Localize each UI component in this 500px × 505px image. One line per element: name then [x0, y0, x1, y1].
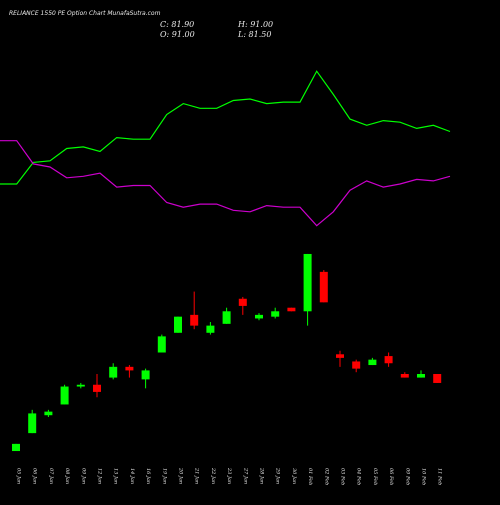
x-axis: 05 Jan 06 Jan 07 Jan 08 Jan 09 Jan 12 Jan 13 J… [16, 467, 443, 485]
x-tick-label: 04 Feb [356, 468, 362, 485]
indicator-line-magenta [0, 140, 451, 227]
x-tick-label: 10 Feb [421, 468, 427, 485]
candle-body [303, 253, 312, 312]
candle-body [319, 271, 328, 303]
candle-body [238, 298, 247, 306]
candle-body [352, 361, 361, 369]
x-tick-label: 27 Jan [242, 467, 248, 484]
x-tick-label: 06 Jan [32, 468, 38, 484]
candle-body [400, 374, 409, 378]
x-tick-label: 01 Feb [307, 468, 313, 485]
candle-body [287, 307, 296, 312]
candle [352, 359, 361, 373]
chart-title: RELIANCE 1550 PE Option Chart MunafaSutr… [9, 10, 161, 17]
candle [336, 350, 344, 367]
candle [76, 382, 85, 389]
x-tick-label: 05 Jan [16, 468, 22, 484]
candle [255, 313, 263, 321]
x-tick-label: 23 Jan [226, 467, 232, 484]
candle [109, 363, 118, 380]
x-tick-label: 02 Feb [323, 468, 329, 485]
candle-body [174, 316, 182, 333]
x-tick-label: 22 Jan [210, 467, 216, 484]
x-tick-label: 16 Jan [145, 468, 151, 484]
indicator-line-green [0, 70, 451, 185]
x-tick-label: 03 Feb [340, 468, 346, 485]
candle [222, 307, 231, 324]
candle [303, 253, 312, 326]
candle-body [76, 384, 85, 387]
candle-body [433, 374, 442, 383]
x-tick-label: 13 Jan [113, 468, 119, 484]
x-tick-label: 05 Feb [372, 468, 378, 485]
candle-body [125, 366, 134, 371]
x-tick-label: 07 Jan [48, 468, 54, 484]
candle-body [44, 411, 53, 416]
x-tick-label: 20 Jan [178, 467, 184, 484]
candle-body [93, 384, 101, 392]
candle-body [417, 374, 425, 378]
candle [125, 365, 134, 378]
candle [44, 409, 53, 417]
candle-body [60, 386, 69, 405]
candle [141, 368, 150, 389]
candle-body [368, 359, 377, 366]
candle [157, 334, 166, 353]
indicator-layer [0, 70, 451, 227]
x-tick-label: 11 Feb [437, 468, 443, 485]
candle [287, 307, 296, 312]
candle [271, 307, 280, 319]
candle [206, 322, 215, 335]
x-tick-label: 29 Jan [275, 467, 281, 484]
candle [238, 296, 247, 315]
candle-body [157, 336, 166, 353]
x-tick-label: 28 Jan [259, 467, 265, 484]
candle-body [271, 311, 280, 317]
candle [174, 316, 182, 333]
x-tick-label: 09 Feb [404, 468, 410, 485]
candle-body [206, 325, 215, 333]
candle-layer [12, 253, 442, 452]
candle [400, 372, 409, 378]
x-tick-label: 30 Jan [291, 468, 297, 484]
x-tick-label: 19 Jan [161, 468, 167, 484]
candle [384, 352, 393, 367]
candle [319, 270, 328, 303]
candle [93, 374, 101, 398]
candle-body [28, 413, 37, 434]
candle-body [222, 311, 231, 324]
x-tick-label: 08 Jan [64, 468, 70, 484]
candle [190, 291, 199, 330]
candle-body [109, 366, 118, 378]
candle [433, 374, 442, 383]
candle-body [141, 370, 150, 380]
candle [12, 443, 20, 452]
x-tick-label: 14 Jan [129, 468, 135, 484]
candle-body [190, 314, 199, 326]
x-tick-label: 21 Jan [194, 467, 200, 484]
low-value: L: 81.50 [237, 30, 271, 39]
candle [417, 370, 425, 378]
high-value: H: 91.00 [237, 20, 273, 29]
x-tick-label: 09 Jan [80, 468, 86, 484]
candle-body [336, 354, 344, 358]
close-value: C: 81.90 [160, 20, 194, 29]
open-value: O: 91.00 [160, 30, 195, 39]
candle-body [255, 314, 263, 319]
candle-body [384, 356, 393, 364]
candle-body [12, 443, 20, 452]
candle [60, 384, 69, 405]
candle [28, 409, 37, 434]
candle [368, 357, 377, 366]
x-tick-label: 06 Feb [388, 468, 394, 485]
x-tick-label: 12 Jan [97, 468, 103, 484]
